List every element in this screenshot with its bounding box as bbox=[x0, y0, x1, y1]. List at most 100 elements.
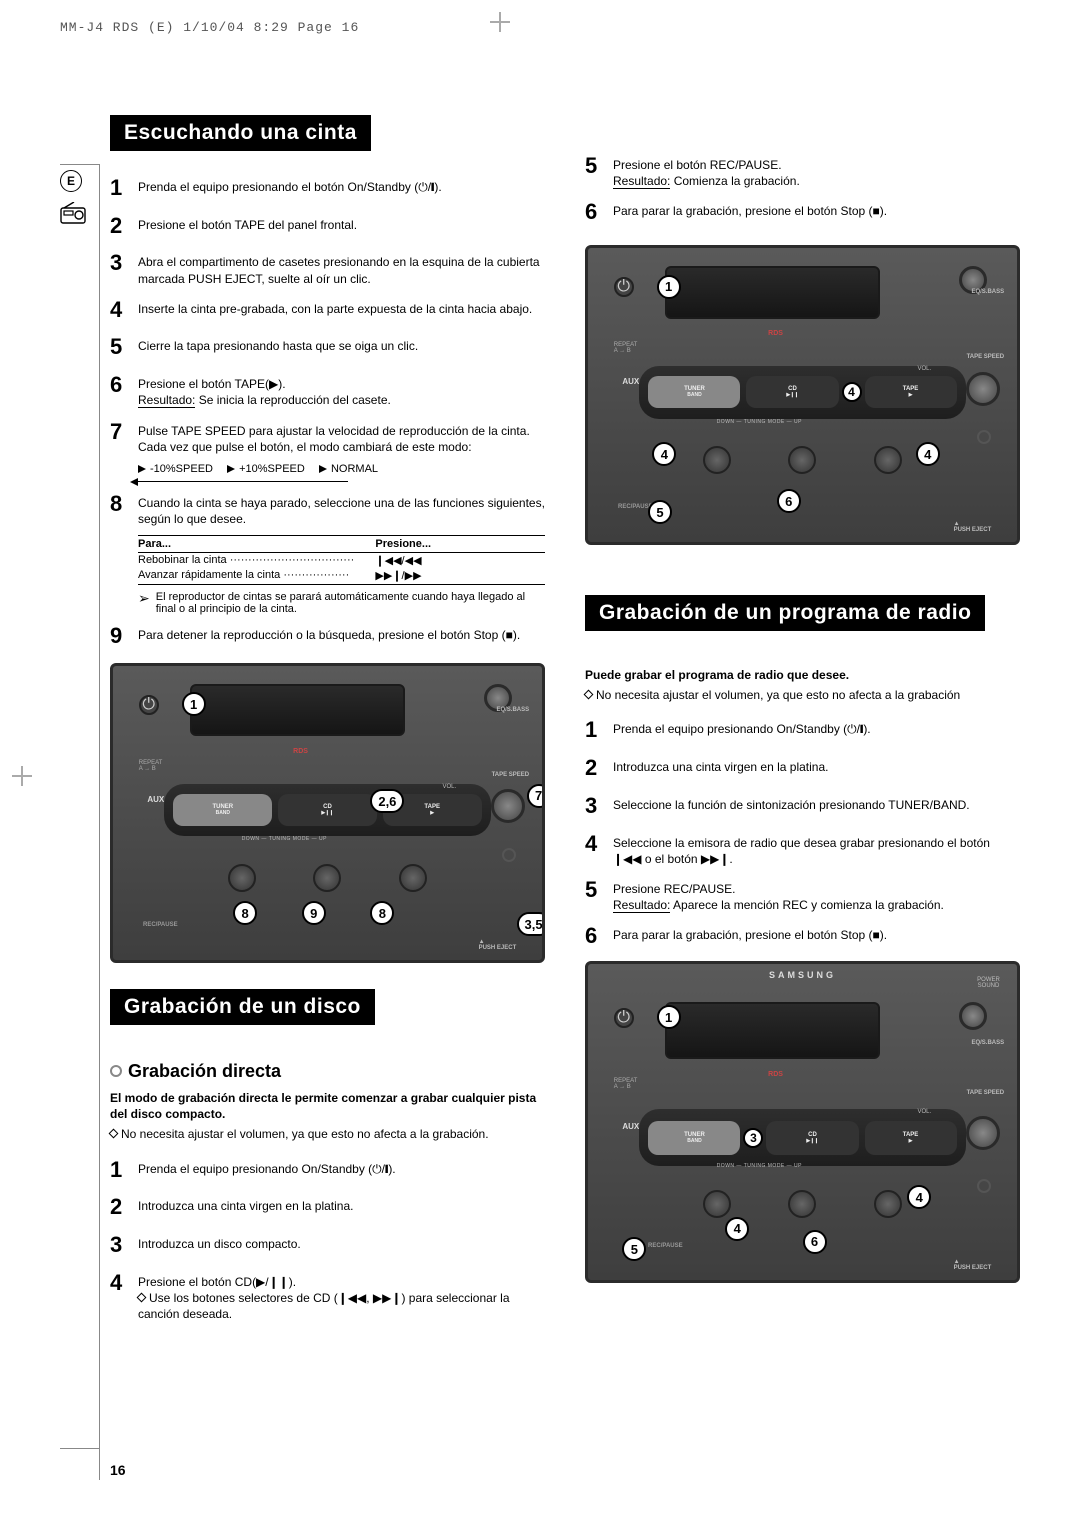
speed-c: NORMAL bbox=[331, 463, 378, 475]
step-text: Para detener la reproducción o la búsque… bbox=[138, 621, 545, 643]
step: 2Introduzca una cinta virgen en la plati… bbox=[585, 753, 1020, 783]
headphone-icon bbox=[977, 430, 991, 444]
step-text: Presione el botón REC/PAUSE.Resultado: C… bbox=[613, 151, 1020, 189]
crop-mark-left bbox=[12, 766, 32, 786]
intro-bold: Puede grabar el programa de radio que de… bbox=[585, 667, 1020, 683]
step-text: Introduzca una cinta virgen en la platin… bbox=[138, 1192, 545, 1214]
callout: 8 bbox=[233, 901, 257, 925]
step: 5Presione el botón REC/PAUSE.Resultado: … bbox=[585, 151, 1020, 189]
tapespeed-label: TAPE SPEED bbox=[967, 1090, 1005, 1096]
rew-button bbox=[228, 864, 256, 892]
tuning-label: DOWN — TUNING MODE — UP bbox=[242, 836, 327, 842]
power-button: ⏻ bbox=[614, 277, 634, 297]
t: Presione REC/PAUSE. bbox=[613, 882, 736, 896]
step-num: 4 bbox=[110, 1268, 138, 1298]
step-num: 2 bbox=[110, 211, 138, 241]
rec-label: REC/PAUSE bbox=[143, 922, 178, 928]
note-arrow-icon: ➢ bbox=[138, 591, 150, 615]
repeat-label: REPEATA → B bbox=[614, 1078, 638, 1090]
step: 6Para parar la grabación, presione el bo… bbox=[585, 197, 1020, 227]
lcd-screen bbox=[190, 684, 405, 737]
lcd-screen bbox=[665, 1002, 880, 1059]
step-num: 1 bbox=[585, 715, 613, 745]
ff-button bbox=[874, 446, 902, 474]
aux-label: AUX bbox=[147, 795, 164, 804]
brand-label: SAMSUNG bbox=[588, 970, 1017, 980]
repeat-label: REPEATA → B bbox=[139, 760, 163, 772]
step-text: Presione el botón TAPE(▶).Resultado: Se … bbox=[138, 370, 545, 408]
device-panel-2: ⏻ 1 EQ/S.BASS REPEATA → B RDS TAPE SPEED… bbox=[585, 245, 1020, 545]
subhead-direct: Grabación directa bbox=[110, 1061, 545, 1082]
step: 5Presione REC/PAUSE.Resultado: Aparece l… bbox=[585, 875, 1020, 913]
tuning-label: DOWN — TUNING MODE — UP bbox=[717, 419, 802, 425]
step-num: 9 bbox=[110, 621, 138, 651]
step-text: Introduzca una cinta virgen en la platin… bbox=[613, 753, 1020, 775]
callout: 1 bbox=[182, 692, 206, 716]
step-text: Cuando la cinta se haya parado, seleccio… bbox=[138, 489, 545, 527]
button-row: TUNERBAND 3 CD▶❙❙ TAPE▶ bbox=[639, 1109, 965, 1166]
step-text: Abra el compartimento de casetes presion… bbox=[138, 248, 545, 286]
volume-knob bbox=[966, 372, 1000, 406]
step-num: 1 bbox=[110, 173, 138, 203]
step: 6Para parar la grabación, presione el bo… bbox=[585, 921, 1020, 951]
tuning-label: DOWN — TUNING MODE — UP bbox=[717, 1163, 802, 1169]
page: MM-J4 RDS (E) 1/10/04 8:29 Page 16 E Esc… bbox=[0, 0, 1080, 1528]
step-num: 5 bbox=[585, 151, 613, 181]
step-text: Presione REC/PAUSE. Resultado: Aparece la… bbox=[613, 875, 1020, 913]
stop-button bbox=[313, 864, 341, 892]
step-text: Presione el botón TAPE del panel frontal… bbox=[138, 211, 545, 233]
step-num: 3 bbox=[110, 1230, 138, 1260]
spacer bbox=[585, 115, 1020, 151]
action-table: Para...Presione... Rebobinar la cinta ··… bbox=[138, 535, 545, 585]
step-num: 1 bbox=[110, 1155, 138, 1185]
pusheject-label: ▲PUSH EJECT bbox=[954, 521, 992, 533]
step: 1Prenda el equipo presionando el botón O… bbox=[110, 173, 545, 203]
speed-b: +10%SPEED bbox=[239, 463, 305, 475]
cd-pill: CD▶❙❙ bbox=[766, 1121, 858, 1155]
tuner-pill: TUNERBAND bbox=[648, 376, 740, 408]
step-num: 6 bbox=[110, 370, 138, 400]
step: 3Seleccione la función de sintonización … bbox=[585, 791, 1020, 821]
auto-stop-note: ➢ El reproductor de cintas se parará aut… bbox=[138, 591, 545, 615]
result: Comienza la grabación. bbox=[670, 174, 799, 188]
volume-knob bbox=[491, 789, 525, 823]
step-num: 4 bbox=[110, 295, 138, 325]
volume-knob bbox=[966, 1116, 1000, 1150]
step: 7Pulse TAPE SPEED para ajustar la veloci… bbox=[110, 417, 545, 455]
step-num: 3 bbox=[585, 791, 613, 821]
step: 8Cuando la cinta se haya parado, selecci… bbox=[110, 489, 545, 527]
diamond-icon bbox=[584, 690, 594, 700]
step: 1Prenda el equipo presionando On/Standby… bbox=[585, 715, 1020, 745]
crop-mark-top bbox=[490, 12, 510, 32]
note-text: El reproductor de cintas se parará autom… bbox=[156, 591, 545, 615]
vol-label: VOL. bbox=[443, 784, 457, 790]
tapespeed-label: TAPE SPEED bbox=[967, 354, 1005, 360]
button-row: TUNERBAND CD▶❙❙ 4 TAPE▶ bbox=[639, 366, 965, 419]
section-title-disc: Grabación de un disco bbox=[110, 989, 375, 1025]
callout: 4 bbox=[916, 442, 940, 466]
ff-button bbox=[874, 1190, 902, 1218]
callout: 5 bbox=[622, 1237, 646, 1261]
aux-label: AUX bbox=[622, 377, 639, 386]
lcd-screen bbox=[665, 266, 880, 319]
result: Aparece la mención REC y comienza la gra… bbox=[670, 898, 943, 912]
device-panel-3: SAMSUNG POWERSOUND ⏻ 1 EQ/S.BASS REPEATA… bbox=[585, 961, 1020, 1283]
device-panel-1: ⏻ 1 EQ/S.BASS REPEATA → B RDS TAPE SPEED… bbox=[110, 663, 545, 963]
bullet-icon bbox=[110, 1065, 122, 1077]
th: Para... bbox=[138, 538, 375, 550]
vol-label: VOL. bbox=[918, 1109, 932, 1115]
t: No necesita ajustar el volumen, ya que e… bbox=[121, 1127, 489, 1141]
ff-button bbox=[399, 864, 427, 892]
tuner-pill: TUNERBAND bbox=[648, 1121, 740, 1155]
arrow-icon bbox=[138, 465, 146, 473]
intro-plain: No necesita ajustar el volumen, ya que e… bbox=[585, 687, 1020, 703]
speed-underline bbox=[138, 481, 348, 489]
margin-icons: E bbox=[60, 170, 86, 224]
step-text: Inserte la cinta pre-grabada, con la par… bbox=[138, 295, 545, 317]
callout: 4 bbox=[725, 1217, 749, 1241]
cd-pill: CD▶❙❙ bbox=[746, 376, 838, 408]
rew-button bbox=[703, 1190, 731, 1218]
td: ▶▶❙/▶▶ bbox=[375, 569, 545, 582]
callout: 9 bbox=[302, 901, 326, 925]
result-label: Resultado: bbox=[613, 898, 670, 913]
